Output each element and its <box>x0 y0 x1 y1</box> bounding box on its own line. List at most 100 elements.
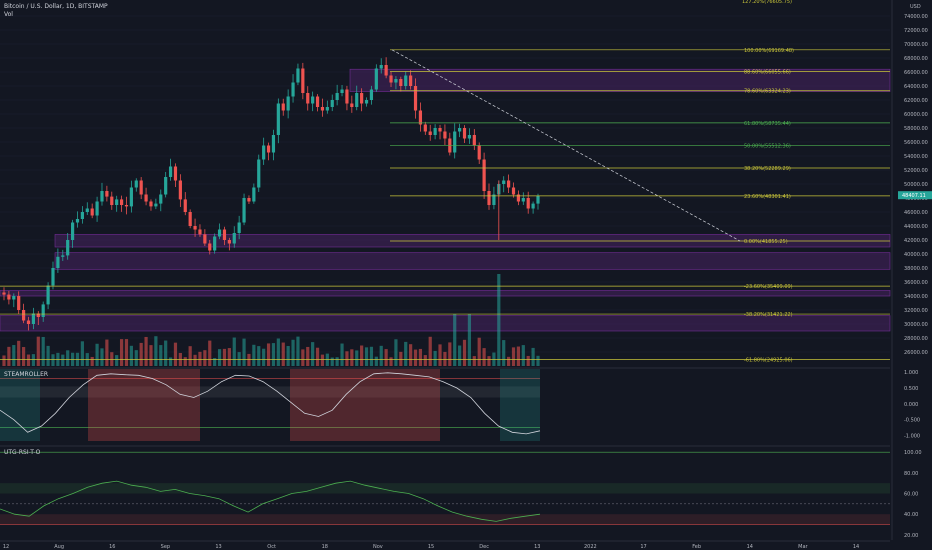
candle-body <box>164 177 168 195</box>
steam-tick-label: 1.000 <box>904 370 918 376</box>
volume-bar <box>36 336 40 366</box>
purple-zone <box>0 315 891 332</box>
volume-bar <box>276 338 280 366</box>
time-tick-label: 16 <box>109 544 115 550</box>
rsi-tick-label: 20.00 <box>904 533 918 539</box>
candle-body <box>384 65 388 76</box>
time-axis[interactable]: 12 Aug 16 Sep 13 Oct 18 Nov 15 Dec 13 2022 17 Feb 14 Ma… <box>0 540 890 550</box>
purple-zone <box>0 290 891 297</box>
price-tick-label: 32000.00 <box>904 308 928 314</box>
fib-label: 61.80%(58735.44) <box>744 121 791 127</box>
rsi-line <box>0 480 541 522</box>
candle-body <box>232 233 236 244</box>
price-tick-label: 44000.00 <box>904 224 928 230</box>
volume-bar <box>266 343 271 366</box>
candle-body <box>66 240 70 256</box>
candle-body <box>90 208 94 216</box>
volume-bar <box>159 345 163 366</box>
volume-bar <box>149 345 153 366</box>
candle-body <box>296 68 300 83</box>
candle-body <box>242 198 246 223</box>
fib-label: 38.20%(52289.29) <box>744 166 791 172</box>
candle-body <box>213 236 217 251</box>
volume-bar <box>168 357 173 366</box>
volume-bar <box>516 346 521 366</box>
candle-body <box>433 128 437 135</box>
candle-body <box>311 96 315 104</box>
candle-body <box>252 187 256 202</box>
volume-bar <box>330 357 334 366</box>
price-tick-label: 52000.00 <box>904 168 928 174</box>
candle-body <box>178 180 182 200</box>
candle-body <box>394 79 398 83</box>
rsi-tick-label: 40.00 <box>904 512 918 518</box>
candle-body <box>521 198 525 202</box>
volume-bar <box>374 356 378 366</box>
candle-body <box>188 212 192 226</box>
time-tick-label: Feb <box>692 544 701 550</box>
candle-body <box>418 110 423 125</box>
fib-label: 0.00%(41855.25) <box>744 239 788 245</box>
candle-body <box>21 310 26 321</box>
price-tick-label: 50000.00 <box>904 182 928 188</box>
volume-bar <box>477 337 481 366</box>
volume-bar <box>164 340 168 366</box>
candle-body <box>286 96 290 111</box>
candle-body <box>271 135 276 153</box>
price-tag-label: 48407.11 <box>902 193 926 199</box>
candle-body <box>56 256 60 268</box>
candle-body <box>487 191 491 205</box>
neutral-band <box>0 386 540 398</box>
dashed-trend-line <box>391 49 741 242</box>
candle-body <box>364 100 369 104</box>
time-tick-label: 14 <box>747 544 753 550</box>
candle-body <box>428 131 432 135</box>
volume-bar <box>364 347 369 366</box>
candle-body <box>41 304 45 317</box>
time-tick-label: Oct <box>267 544 276 550</box>
volume-bar <box>31 354 35 366</box>
price-tick-label: 62000.00 <box>904 98 928 104</box>
candle-body <box>198 229 202 235</box>
purple-zones <box>0 68 891 332</box>
price-axis[interactable]: 26000.00 28000.00 30000.00 32000.00 34000.00… <box>742 0 932 540</box>
candle-body <box>124 205 129 207</box>
candle-body <box>70 222 75 240</box>
price-grid <box>0 15 890 353</box>
volume-bar <box>7 346 11 366</box>
rsi-label: UTG-RSI-T-O <box>4 449 41 456</box>
volume-bar <box>115 355 119 366</box>
volume-bar <box>472 356 476 366</box>
volume-bar <box>188 346 192 366</box>
volume-bar <box>438 344 442 366</box>
candle-body <box>2 292 6 295</box>
volume-bar <box>124 339 129 366</box>
trend-line <box>391 49 741 242</box>
price-tick-label: 68000.00 <box>904 56 928 62</box>
candle-body <box>36 313 40 317</box>
candle-body <box>46 285 50 305</box>
volume-bar <box>291 339 295 366</box>
fib-top-label: 127.20%(76605.75) <box>742 0 792 5</box>
volume-bar <box>21 347 26 366</box>
bull-region <box>500 369 540 441</box>
candle-body <box>526 198 530 209</box>
candle-body <box>472 135 476 146</box>
currency-label: USD <box>910 4 921 10</box>
volume-bar <box>409 344 413 366</box>
rsi-panel <box>0 445 890 525</box>
candle-body <box>291 82 295 97</box>
candle-body <box>389 75 393 83</box>
time-tick-label: Dec <box>479 544 489 550</box>
volume-bar <box>340 343 344 366</box>
candle-body <box>350 103 354 107</box>
candle-body <box>453 131 457 153</box>
steamroller-panel <box>0 367 890 441</box>
candle-body <box>80 212 84 219</box>
time-tick-label: 12 <box>3 544 9 550</box>
candle-body <box>531 203 535 209</box>
steam-tick-label: -0.500 <box>904 418 920 424</box>
volume-bar <box>369 346 374 366</box>
volume-bar <box>360 345 364 366</box>
